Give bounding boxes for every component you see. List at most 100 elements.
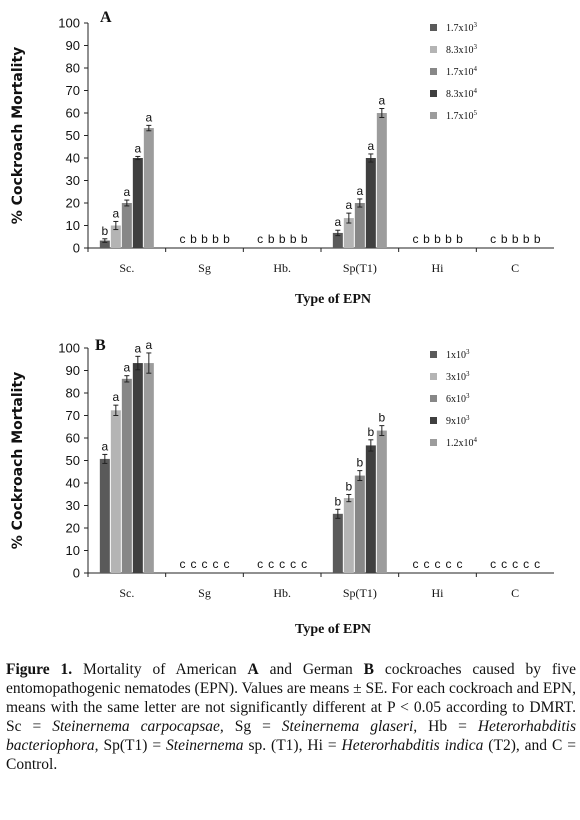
panel-b-significance-letter: c: [424, 557, 430, 571]
panel-a-legend-swatch: [430, 112, 437, 119]
panel-a-bar: [99, 240, 110, 248]
panel-a-label: A: [100, 9, 112, 26]
panel-a-significance-letter: b: [445, 232, 452, 246]
panel-a-significance-letter: a: [123, 185, 130, 199]
panel-a-legend-exponent: 4: [474, 87, 478, 95]
panel-b-significance-letter: c: [446, 557, 452, 571]
panel-a-bar: [343, 218, 354, 248]
panel-b-y-tick-label: 0: [73, 566, 80, 581]
panel-a-legend-exponent: 3: [474, 43, 478, 51]
panel-b-significance-letter: c: [268, 557, 274, 571]
panel-a-y-tick-label: 50: [66, 128, 80, 143]
panel-b-legend-swatch: [430, 439, 437, 446]
panel-b-bar: [132, 363, 143, 573]
panel-b-label: B: [95, 337, 106, 354]
panel-b-significance-letter: a: [145, 338, 152, 352]
caption-text-8: (T2), and C = Control.: [6, 737, 576, 773]
caption-text-2: and German: [258, 661, 364, 678]
panel-b-x-tick-label: Sp(T1): [343, 586, 377, 600]
panel-b-bar: [99, 458, 110, 573]
panel-a-legend-label: 8.3x104: [446, 87, 478, 100]
panel-b-legend-swatch: [430, 373, 437, 380]
panel-a-bar: [121, 203, 132, 248]
panel-a-y-tick-label: 100: [58, 16, 80, 31]
panel-b-bar: [376, 430, 387, 573]
caption-text-3: cockroaches caused by five entomopathoge…: [6, 661, 576, 735]
panel-a-bar: [365, 158, 376, 248]
panel-b-significance-letter: a: [123, 361, 130, 375]
panel-b-bar: [354, 475, 365, 573]
panel-b-significance-letter: a: [101, 439, 108, 453]
panel-b-bar: [110, 410, 121, 573]
panel-b-significance-letter: b: [345, 479, 352, 493]
panel-a-significance-letter: b: [456, 232, 463, 246]
panel-a-legend-exponent: 5: [474, 109, 478, 117]
panel-b-significance-letter: c: [202, 557, 208, 571]
panel-b-legend-exponent: 4: [474, 436, 478, 444]
panel-a-significance-letter: c: [413, 232, 419, 246]
panel-b-significance-letter: c: [290, 557, 296, 571]
panel-b-bar: [143, 363, 154, 573]
caption-text-6: Sp(T1) =: [98, 737, 167, 754]
panel-a-y-tick-label: 90: [66, 38, 80, 53]
panel-a-y-tick-label: 0: [73, 241, 80, 256]
panel-b-y-tick-label: 70: [66, 408, 80, 423]
panel-a-significance-letter: a: [134, 141, 141, 155]
panel-a-significance-letter: c: [180, 232, 186, 246]
panel-b-legend-label: 6x103: [446, 392, 470, 405]
panel-a-significance-letter: b: [223, 232, 230, 246]
panel-b-significance-letter: c: [279, 557, 285, 571]
caption-species-sc: Steinernema carpocapsae,: [52, 718, 224, 735]
panel-b-y-tick-label: 50: [66, 453, 80, 468]
panel-b-significance-letter: c: [523, 557, 529, 571]
panel-b-x-tick-label: Sc.: [119, 586, 134, 600]
panel-b-legend-label: 3x103: [446, 370, 470, 383]
panel-b-y-tick-label: 40: [66, 476, 80, 491]
panel-b-bar: [332, 513, 343, 573]
panel-b-significance-letter: c: [180, 557, 186, 571]
panel-b-legend-exponent: 3: [466, 392, 470, 400]
panel-b-x-tick-label: Sg: [198, 586, 211, 600]
caption-figure-label: Figure 1.: [6, 661, 73, 678]
caption-species-sg: Steinernema glaseri,: [281, 718, 418, 735]
panel-b-legend-exponent: 3: [466, 348, 470, 356]
panel-b-significance-letter: b: [356, 456, 363, 470]
panel-a-legend-exponent: 4: [474, 65, 478, 73]
caption-panel-b: B: [363, 661, 375, 678]
caption-text-1: Mortality of American: [72, 661, 248, 678]
panel-a-significance-letter: a: [367, 139, 374, 153]
panel-a-legend-swatch: [430, 46, 437, 53]
panel-b-significance-letter: c: [435, 557, 441, 571]
panel-a-y-tick-label: 10: [66, 218, 80, 233]
panel-a-y-tick-label: 30: [66, 173, 80, 188]
panel-b-significance-letter: c: [213, 557, 219, 571]
panel-b-y-tick-label: 30: [66, 498, 80, 513]
panel-b-significance-letter: c: [224, 557, 230, 571]
panel-b-significance-letter: c: [413, 557, 419, 571]
panel-a-y-tick-label: 60: [66, 106, 80, 121]
panel-a-significance-letter: b: [534, 232, 541, 246]
caption-text-4: Sg =: [223, 718, 282, 735]
panel-a-bar: [143, 128, 154, 248]
caption-panel-a: A: [247, 661, 259, 678]
panel-a-significance-letter: b: [512, 232, 519, 246]
panel-a-bar: [376, 113, 387, 248]
panel-b-legend-label: 9x103: [446, 414, 470, 427]
panel-b-x-tick-label: Hi: [432, 586, 445, 600]
panel-b-significance-letter: c: [301, 557, 307, 571]
panel-a-significance-letter: b: [268, 232, 275, 246]
panel-a-significance-letter: a: [378, 94, 385, 108]
panel-b-y-tick-label: 100: [58, 341, 80, 356]
panel-a-bar: [110, 225, 121, 248]
caption-species-sp: Steinernema: [166, 737, 244, 754]
panel-a-significance-letter: b: [101, 224, 108, 238]
panel-b-x-axis-title: Type of EPN: [295, 622, 371, 637]
panel-a-legend-exponent: 3: [474, 21, 478, 29]
panel-b-significance-letter: c: [191, 557, 197, 571]
panel-a-x-tick-label: Sc.: [119, 261, 134, 275]
panel-a-x-tick-label: Hi: [432, 261, 445, 275]
panel-a-significance-letter: a: [112, 206, 119, 220]
panel-a-x-tick-label: Hb.: [273, 261, 291, 275]
panel-a-y-axis-title: % Cockroach Mortality: [10, 47, 26, 225]
panel-b-y-axis-title: % Cockroach Mortality: [10, 372, 26, 550]
